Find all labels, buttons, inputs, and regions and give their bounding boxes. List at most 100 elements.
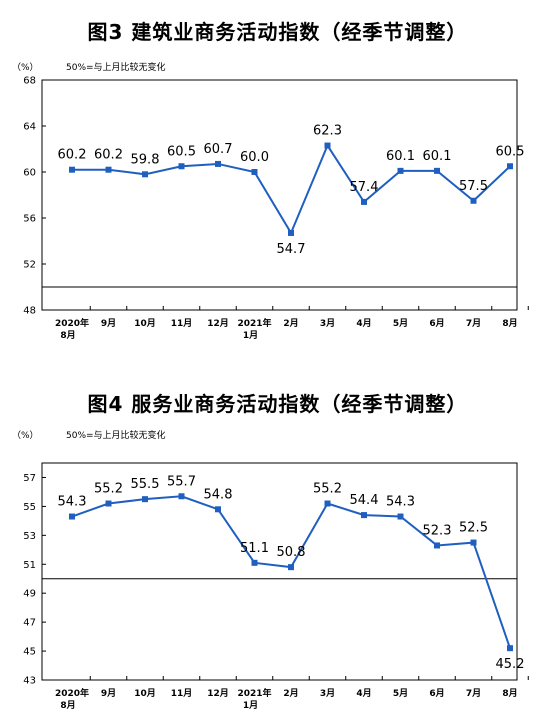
chart-title: 图3 建筑业商务活动指数（经季节调整） xyxy=(87,20,468,44)
data-label: 60.5 xyxy=(496,144,525,159)
data-label: 57.4 xyxy=(350,180,379,195)
data-point-marker xyxy=(434,167,440,174)
chart-panel-construction: 图3 建筑业商务活动指数（经季节调整） （%） 50%=与上月比较无变化 48 5… xyxy=(0,0,555,360)
data-label: 57.5 xyxy=(459,179,488,194)
y-tick-label: 45 xyxy=(23,647,36,658)
x-tick-label: 9月 xyxy=(101,688,116,699)
y-tick-label: 52 xyxy=(23,260,36,271)
x-tick-label: 3月 xyxy=(320,688,335,699)
x-tick-label: 8月 xyxy=(502,688,517,699)
data-label: 54.3 xyxy=(386,495,415,510)
data-label: 60.7 xyxy=(204,142,233,157)
data-label: 60.0 xyxy=(240,150,269,165)
data-label: 62.3 xyxy=(313,124,342,139)
data-point-marker xyxy=(361,198,367,205)
data-label: 55.5 xyxy=(131,477,160,492)
chart-note: 50%=与上月比较无变化 xyxy=(66,63,166,73)
x-tick-label: 1月 xyxy=(243,700,258,711)
y-tick-label: 43 xyxy=(23,676,36,687)
x-tick-label: 2021年 xyxy=(237,687,271,699)
data-label: 52.5 xyxy=(459,521,488,536)
data-point-marker xyxy=(178,163,185,170)
y-tick-label: 53 xyxy=(23,531,36,542)
data-point-marker xyxy=(470,539,477,546)
x-tick-label: 8月 xyxy=(502,318,517,329)
data-point-marker xyxy=(434,542,440,549)
data-point-marker xyxy=(69,166,75,173)
data-point-marker xyxy=(397,513,404,520)
data-point-marker xyxy=(142,171,148,178)
data-label: 60.5 xyxy=(167,144,196,159)
data-point-marker xyxy=(251,169,258,175)
x-tick-label: 1月 xyxy=(243,330,258,341)
data-point-marker xyxy=(178,493,185,500)
x-tick-label: 8月 xyxy=(60,330,75,341)
y-tick-label: 49 xyxy=(23,589,36,600)
data-point-marker xyxy=(105,166,112,173)
x-tick-label: 8月 xyxy=(60,700,75,711)
data-label: 54.8 xyxy=(204,487,233,502)
data-label: 55.2 xyxy=(313,482,342,497)
y-unit-label: （%） xyxy=(12,431,39,441)
chart-panel-services: 图4 服务业商务活动指数（经季节调整） （%） 50%=与上月比较无变化 43 4… xyxy=(0,380,555,725)
x-tick-label: 11月 xyxy=(171,688,193,699)
x-tick-label: 2月 xyxy=(283,688,298,699)
x-tick-label: 2020年 xyxy=(55,317,89,329)
data-point-marker xyxy=(288,564,294,571)
x-tick-label: 6月 xyxy=(429,318,444,329)
y-tick-label: 57 xyxy=(23,473,36,484)
x-tick-label: 7月 xyxy=(466,688,481,699)
series-line xyxy=(71,495,511,649)
y-tick-label: 55 xyxy=(23,502,36,513)
data-point-marker xyxy=(324,142,331,149)
data-label: 59.8 xyxy=(131,152,160,167)
y-tick-label: 64 xyxy=(23,122,36,133)
chart-note: 50%=与上月比较无变化 xyxy=(66,431,166,441)
x-tick-label: 5月 xyxy=(393,318,408,329)
y-tick-label: 56 xyxy=(23,214,36,225)
x-tick-label: 5月 xyxy=(393,688,408,699)
data-label: 51.1 xyxy=(240,541,269,556)
data-point-marker xyxy=(397,167,404,174)
y-tick-label: 47 xyxy=(23,618,36,629)
data-point-marker xyxy=(215,160,221,167)
data-point-marker xyxy=(251,559,258,566)
data-point-marker xyxy=(105,500,112,507)
x-tick-label: 10月 xyxy=(134,318,156,329)
data-label: 60.2 xyxy=(94,148,123,163)
x-tick-label: 6月 xyxy=(429,688,444,699)
plot-frame xyxy=(41,79,518,311)
x-tick-label: 2021年 xyxy=(237,317,271,329)
data-label: 45.2 xyxy=(496,657,525,672)
data-point-marker xyxy=(507,163,513,170)
data-point-marker xyxy=(288,229,294,236)
y-tick-label: 60 xyxy=(23,168,36,179)
data-label: 50.8 xyxy=(277,545,306,560)
plot-frame xyxy=(41,462,518,681)
x-tick-label: 10月 xyxy=(134,688,156,699)
x-tick-label: 3月 xyxy=(320,318,335,329)
x-tick-label: 12月 xyxy=(207,688,229,699)
data-point-marker xyxy=(361,512,367,519)
data-label: 55.2 xyxy=(94,482,123,497)
x-tick-label: 7月 xyxy=(466,318,481,329)
data-label: 60.2 xyxy=(58,148,87,163)
data-label: 54.3 xyxy=(58,495,87,510)
data-point-marker xyxy=(142,496,148,503)
y-unit-label: （%） xyxy=(12,63,39,73)
data-label: 60.1 xyxy=(386,149,415,164)
x-tick-label: 9月 xyxy=(101,318,116,329)
data-point-marker xyxy=(507,645,513,652)
x-tick-label: 2020年 xyxy=(55,687,89,699)
data-label: 55.7 xyxy=(167,474,196,489)
y-tick-label: 68 xyxy=(23,76,36,87)
x-tick-label: 11月 xyxy=(171,318,193,329)
data-label: 60.1 xyxy=(423,149,452,164)
data-point-marker xyxy=(69,513,75,520)
x-tick-label: 2月 xyxy=(283,318,298,329)
y-tick-label: 48 xyxy=(23,306,36,317)
chart-title: 图4 服务业商务活动指数（经季节调整） xyxy=(87,392,468,416)
data-label: 54.4 xyxy=(350,493,379,508)
